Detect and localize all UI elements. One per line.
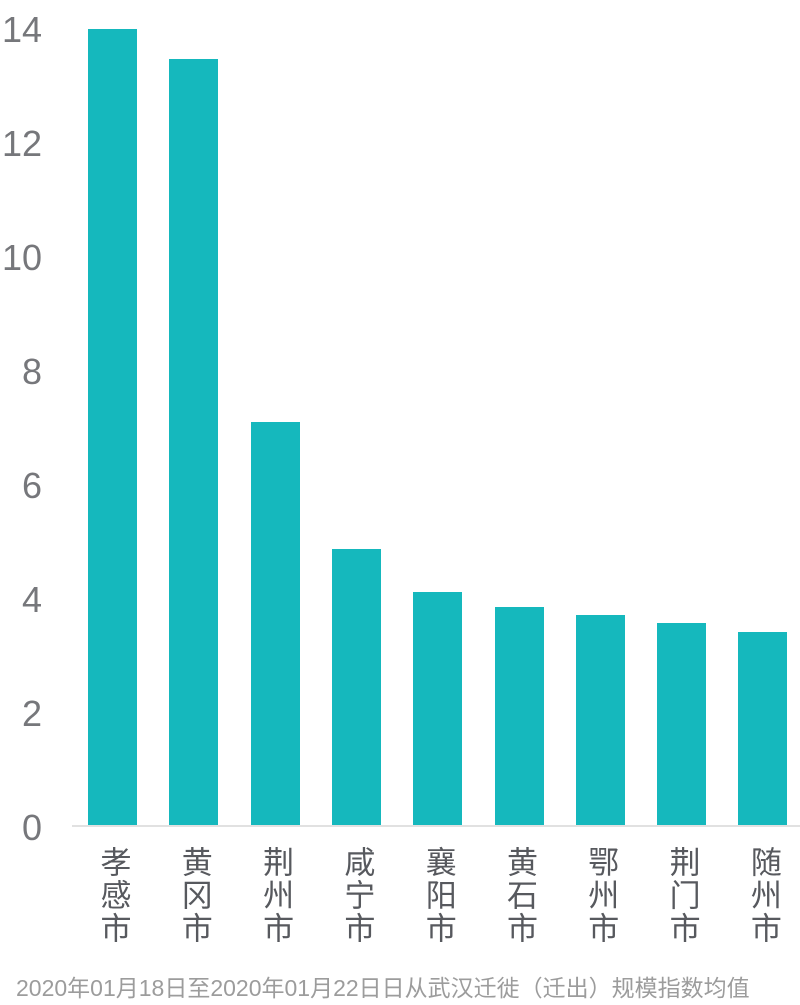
bar-黄冈市 (169, 58, 219, 826)
bar-荆门市 (657, 623, 707, 826)
x-category-label: 荆门市 (664, 846, 700, 945)
y-tick-label: 6 (21, 465, 42, 506)
bar-孝感市 (88, 29, 137, 826)
y-tick-label: 12 (1, 123, 42, 164)
y-tick-label: 2 (21, 693, 42, 734)
bar-随州市 (738, 631, 788, 826)
x-axis-line (72, 825, 800, 827)
y-tick-label: 8 (21, 351, 42, 392)
x-category-label: 襄阳市 (420, 846, 456, 945)
bar-荆州市 (250, 422, 300, 826)
x-category-label: 咸宁市 (339, 846, 375, 945)
x-category-label: 黄冈市 (176, 846, 212, 945)
x-category-label: 黄石市 (502, 846, 537, 945)
bar-襄阳市 (413, 592, 463, 826)
y-tick-label: 0 (21, 807, 42, 848)
x-category-label: 随州市 (745, 846, 781, 945)
x-category-label: 鄂州市 (583, 846, 619, 945)
x-category-label: 荆州市 (258, 846, 294, 945)
bar-黄石市 (494, 607, 544, 826)
y-tick-label: 4 (21, 579, 42, 620)
y-tick-label: 10 (1, 237, 42, 278)
y-tick-label: 14 (1, 9, 42, 50)
bar-咸宁市 (331, 548, 381, 826)
chart-caption: 2020年01月18日至2020年01月22日日从武汉迁徙（迁出）规模指数均值 (16, 975, 750, 1001)
x-category-label: 孝感市 (95, 846, 131, 945)
bar-鄂州市 (575, 615, 625, 826)
